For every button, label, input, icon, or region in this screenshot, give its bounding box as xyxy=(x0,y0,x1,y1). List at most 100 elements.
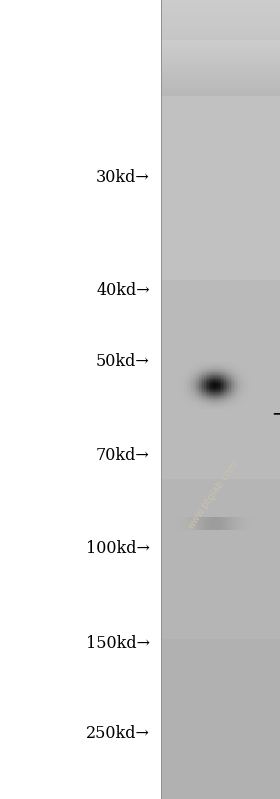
Bar xyxy=(220,402,221,403)
Bar xyxy=(206,396,207,397)
Bar xyxy=(206,399,207,400)
Bar xyxy=(161,431,280,435)
Bar xyxy=(240,374,242,375)
Bar xyxy=(245,400,246,401)
Bar xyxy=(216,395,218,396)
Bar xyxy=(209,368,211,369)
Bar xyxy=(182,365,184,367)
Bar xyxy=(240,364,242,366)
Bar xyxy=(218,377,220,378)
Bar xyxy=(234,389,235,391)
Bar xyxy=(173,380,174,381)
Bar xyxy=(161,437,280,440)
Bar xyxy=(254,363,256,364)
Bar xyxy=(181,364,182,366)
Bar xyxy=(234,403,235,404)
Bar xyxy=(238,378,240,379)
Bar xyxy=(198,400,200,401)
Bar xyxy=(198,385,200,387)
Bar xyxy=(230,393,232,395)
Bar xyxy=(173,390,174,392)
Bar xyxy=(192,378,193,379)
Bar xyxy=(204,369,206,371)
Bar xyxy=(161,717,280,720)
Bar xyxy=(207,375,209,376)
Bar xyxy=(184,403,185,404)
Bar xyxy=(223,517,225,530)
Bar xyxy=(179,396,181,397)
Bar xyxy=(245,368,246,370)
Bar xyxy=(161,125,280,129)
Bar xyxy=(161,66,280,70)
Bar xyxy=(178,373,179,374)
Bar xyxy=(209,372,211,374)
Bar xyxy=(206,381,207,382)
Bar xyxy=(176,382,178,383)
Bar xyxy=(248,383,249,384)
Bar xyxy=(245,396,246,397)
Bar xyxy=(182,385,184,386)
Bar xyxy=(238,397,240,398)
Bar xyxy=(207,382,209,383)
Bar xyxy=(198,368,200,370)
Bar xyxy=(196,385,198,386)
Bar xyxy=(161,597,280,600)
Bar xyxy=(168,368,170,370)
Bar xyxy=(216,385,218,387)
Bar xyxy=(259,377,260,378)
Bar xyxy=(260,373,262,374)
Bar xyxy=(229,364,231,366)
Bar xyxy=(187,388,189,390)
Bar xyxy=(168,394,170,396)
Bar xyxy=(199,363,201,364)
Bar xyxy=(230,368,232,369)
Bar xyxy=(248,381,249,382)
Bar xyxy=(179,384,181,385)
Bar xyxy=(168,392,170,393)
Bar xyxy=(195,364,197,366)
Bar xyxy=(245,376,246,377)
Bar xyxy=(251,366,253,368)
Bar xyxy=(184,364,185,366)
Bar xyxy=(179,403,181,404)
Bar xyxy=(198,396,200,397)
Bar xyxy=(220,365,221,367)
Bar xyxy=(196,390,198,392)
Bar xyxy=(246,404,248,405)
Bar xyxy=(209,362,211,364)
Bar xyxy=(161,365,280,368)
Bar xyxy=(229,517,231,530)
Bar xyxy=(259,408,260,409)
Bar xyxy=(213,372,215,374)
Bar xyxy=(206,365,207,367)
Bar xyxy=(179,397,181,398)
Bar xyxy=(259,379,260,380)
Bar xyxy=(218,363,220,364)
Bar xyxy=(234,517,235,530)
Bar xyxy=(207,377,209,378)
Bar xyxy=(221,404,223,405)
Bar xyxy=(201,408,203,409)
Bar xyxy=(170,383,171,384)
Bar xyxy=(237,389,239,391)
Bar xyxy=(190,387,192,388)
Bar xyxy=(173,385,174,386)
Bar xyxy=(213,390,215,392)
Bar xyxy=(220,370,221,372)
Bar xyxy=(199,395,201,396)
Bar xyxy=(238,362,240,364)
Bar xyxy=(215,388,217,389)
Bar xyxy=(184,392,185,394)
Bar xyxy=(237,394,239,396)
Bar xyxy=(181,394,182,396)
Bar xyxy=(161,360,280,363)
Bar xyxy=(243,371,245,372)
Bar xyxy=(161,173,280,177)
Bar xyxy=(210,404,212,405)
Bar xyxy=(161,32,280,35)
Bar xyxy=(245,367,246,368)
Bar xyxy=(181,365,182,367)
Bar xyxy=(223,368,225,370)
Bar xyxy=(226,365,228,367)
Bar xyxy=(193,372,195,373)
